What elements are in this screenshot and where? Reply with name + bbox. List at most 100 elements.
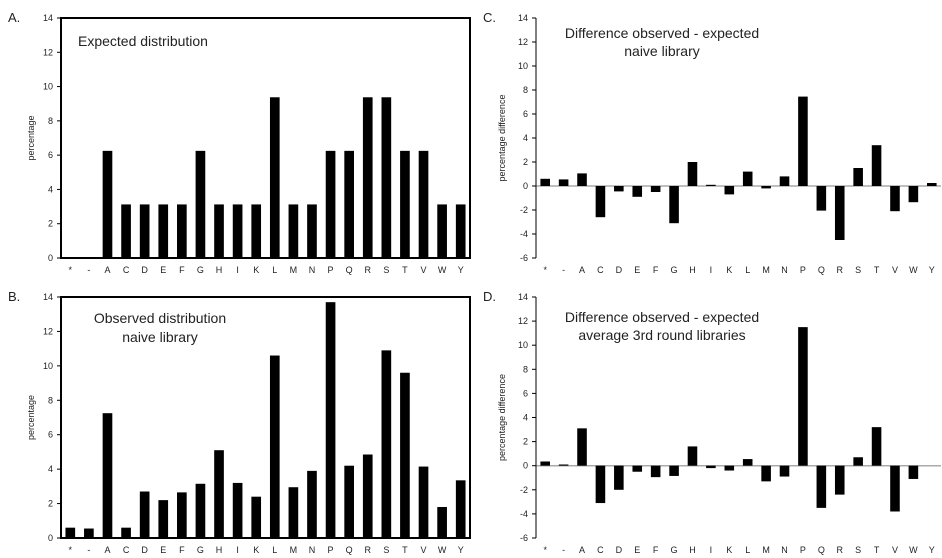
panel-d-x-tick-label: E xyxy=(634,545,640,555)
panel-a-bar-T xyxy=(400,150,410,258)
panel-c-y-tick-label: 8 xyxy=(523,85,528,95)
panel-c-y-tick-label: -4 xyxy=(520,229,528,239)
panel-c-bar-L xyxy=(742,171,753,186)
panel-a-y-tick-label: 0 xyxy=(48,253,53,263)
panel-c-x-tick-label: D xyxy=(616,265,623,275)
panel-c-letter: C. xyxy=(483,10,496,25)
panel-a-bar-S xyxy=(381,97,392,259)
panel-c-y-tick-label: 6 xyxy=(523,109,528,119)
panel-a-x-tick-label: I xyxy=(236,265,239,275)
panel-c-bar-W xyxy=(908,186,919,203)
panel-d-x-tick-label: L xyxy=(745,545,750,555)
panel-a-x-tick-label: G xyxy=(197,265,204,275)
panel-a-x-tick-label: E xyxy=(160,265,166,275)
panel-c-x-tick-label: M xyxy=(762,265,770,275)
panel-c-bar-* xyxy=(540,178,550,186)
panel-c-bar-P xyxy=(798,96,808,186)
panel-d-bar-G xyxy=(669,465,679,476)
panel-d-y-tick-label: 0 xyxy=(523,461,528,471)
panel-d-bar-E xyxy=(632,465,643,472)
panel-d-x-tick-label: W xyxy=(909,545,918,555)
panel-a-x-tick-label: W xyxy=(438,265,447,275)
panel-a-bar-L xyxy=(269,97,280,259)
panel-b-y-tick-label: 6 xyxy=(48,430,53,440)
panel-a-y-tick-label: 2 xyxy=(48,219,53,229)
panel-d-x-tick-label: C xyxy=(597,545,604,555)
panel-b-x-tick-label: T xyxy=(402,545,408,555)
panel-c-x-tick-label: Y xyxy=(929,265,935,275)
panel-b-x-tick-label: N xyxy=(309,545,316,555)
panel-b-x-tick-label: Y xyxy=(458,545,464,555)
panel-c-x-tick-label: W xyxy=(909,265,918,275)
panel-c-y-tick-label: 2 xyxy=(523,157,528,167)
panel-d-y-axis-label: percentage difference xyxy=(497,374,507,461)
panel-a-bar-Q xyxy=(344,150,354,258)
panel-c-bar-S xyxy=(853,168,863,186)
panel-a-bar-D xyxy=(139,204,150,258)
panel-a-bar-Y xyxy=(455,204,466,258)
panel-d-bar-D xyxy=(614,465,624,490)
panel-d-bar-Q xyxy=(816,465,827,508)
panel-a-bar-R xyxy=(362,97,373,259)
panel-c-bar-N xyxy=(779,176,790,186)
panel-d-x-tick-label: - xyxy=(562,545,565,555)
panel-c-bar-Q xyxy=(816,186,827,211)
panel-a-x-tick-label: M xyxy=(290,265,298,275)
panel-d-bar-- xyxy=(558,464,569,466)
panel-b-bar-V xyxy=(418,466,429,538)
panel-c-bar-F xyxy=(650,186,661,192)
panel-d-y-tick-label: 8 xyxy=(523,364,528,374)
panel-d-x-tick-label: I xyxy=(710,545,713,555)
panel-b-x-tick-label: S xyxy=(383,545,389,555)
panel-c-x-tick-label: N xyxy=(781,265,788,275)
panel-b-bar-F xyxy=(177,492,187,538)
panel-d-x-tick-label: D xyxy=(616,545,623,555)
panel-d-bar-* xyxy=(540,461,550,466)
panel-b-bar-R xyxy=(362,454,373,538)
panel-c-y-tick-label: 0 xyxy=(523,181,528,191)
panel-c-bar-G xyxy=(669,186,679,224)
panel-d-x-tick-label: M xyxy=(762,545,770,555)
panel-b-y-tick-label: 2 xyxy=(48,499,53,509)
panel-a-x-tick-label: R xyxy=(365,265,372,275)
panel-a-bar-M xyxy=(288,204,299,258)
panel-b-x-tick-label: L xyxy=(272,545,277,555)
panel-b-bar-M xyxy=(288,487,299,538)
panel-b-x-tick-label: P xyxy=(328,545,334,555)
panel-b-y-tick-label: 4 xyxy=(48,464,53,474)
panel-d-bar-N xyxy=(779,465,790,477)
panel-d-bar-L xyxy=(742,459,753,466)
panel-c-y-tick-label: 12 xyxy=(518,37,528,47)
panel-b-y-tick-label: 10 xyxy=(43,361,53,371)
panel-c-bar-C xyxy=(595,186,606,218)
panel-b-bar-G xyxy=(195,483,206,538)
panel-a-bar-G xyxy=(195,150,206,258)
panel-d-x-tick-label: G xyxy=(671,545,678,555)
panel-b-title-line: Observed distribution xyxy=(94,310,226,326)
panel-c-bar-- xyxy=(558,179,569,186)
panel-d-x-tick-label: K xyxy=(726,545,732,555)
panel-d-bar-A xyxy=(577,428,587,466)
panel-a-x-tick-label: H xyxy=(216,265,223,275)
panel-d-bar-T xyxy=(871,427,882,466)
panel-c-bar-M xyxy=(761,186,771,189)
panel-d-bar-P xyxy=(798,327,808,466)
panel-d-x-tick-label: T xyxy=(874,545,880,555)
panel-d-x-tick-label: * xyxy=(543,545,547,555)
panel-a-bar-C xyxy=(121,204,131,258)
panel-c-bar-T xyxy=(871,145,882,186)
panel-b-x-tick-label: D xyxy=(141,545,148,555)
panel-c-x-tick-label: C xyxy=(597,265,604,275)
panel-a-x-tick-label: Q xyxy=(346,265,353,275)
panel-b-x-tick-label: - xyxy=(87,545,90,555)
panel-a-x-tick-label: D xyxy=(141,265,148,275)
panel-c-bar-V xyxy=(890,186,900,212)
panel-a-y-tick-label: 6 xyxy=(48,150,53,160)
panel-a-bar-N xyxy=(307,204,317,258)
panel-a-x-tick-label: S xyxy=(383,265,389,275)
panel-c-x-tick-label: A xyxy=(579,265,585,275)
panel-b-x-tick-label: C xyxy=(123,545,130,555)
panel-a-bar-E xyxy=(158,204,169,258)
panel-d-x-tick-label: A xyxy=(579,545,585,555)
